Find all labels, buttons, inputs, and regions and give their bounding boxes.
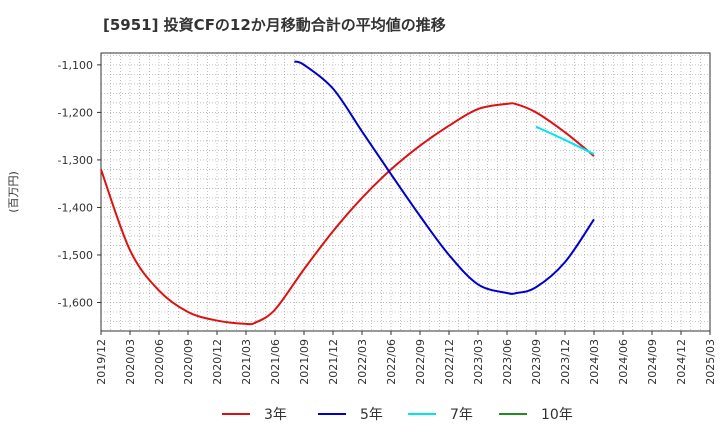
- chart-title: [5951] 投資CFの12か月移動合計の平均値の推移: [103, 16, 446, 34]
- x-tick-label: 2022/03: [356, 339, 369, 385]
- x-tick-label: 2023/03: [472, 339, 485, 385]
- x-tick-label: 2023/06: [501, 339, 514, 385]
- series-line-3: [535, 125, 595, 156]
- x-tick-label: 2021/12: [327, 339, 340, 385]
- x-tick-label: 2024/03: [588, 339, 601, 385]
- x-tick-label: 2020/06: [153, 339, 166, 385]
- y-tick-label: -1,200: [58, 106, 93, 119]
- legend-label-3: 7年: [450, 407, 473, 423]
- x-tick-label: 2020/09: [182, 339, 195, 385]
- x-tick-label: 2021/03: [240, 339, 253, 385]
- y-axis: -1,100 -1,200 -1,300 -1,400 -1,500 -1,600: [58, 59, 101, 309]
- legend-label-2: 5年: [360, 407, 383, 423]
- y-tick-label: -1,300: [58, 154, 93, 167]
- series-line-1: [100, 102, 595, 326]
- x-tick-label: 2021/09: [298, 339, 311, 385]
- x-tick-label: 2023/12: [559, 339, 572, 385]
- x-tick-label: 2021/06: [269, 339, 282, 385]
- x-tick-label: 2022/06: [385, 339, 398, 385]
- series-lines: [100, 60, 595, 326]
- y-tick-label: -1,400: [58, 201, 93, 214]
- x-tick-label: 2020/03: [124, 339, 137, 385]
- x-tick-label: 2022/12: [443, 339, 456, 385]
- series-line-2: [294, 60, 595, 295]
- y-tick-label: -1,100: [58, 59, 93, 72]
- x-tick-label: 2022/09: [414, 339, 427, 385]
- x-tick-label: 2024/12: [675, 339, 688, 385]
- x-tick-label: 2024/09: [646, 339, 659, 385]
- y-tick-label: -1,500: [58, 249, 93, 262]
- x-tick-label: 2024/06: [617, 339, 630, 385]
- legend-label-4: 10年: [541, 407, 573, 423]
- plot-area: [101, 53, 710, 331]
- plot-frame: [100, 52, 711, 332]
- y-axis-label: (百万円): [7, 171, 20, 213]
- x-tick-label: 2025/03: [704, 339, 717, 385]
- x-tick-label: 2020/12: [211, 339, 224, 385]
- legend: 3年 5年 7年 10年: [222, 407, 573, 423]
- x-tick-label: 2019/12: [95, 339, 108, 385]
- x-tick-label: 2023/09: [530, 339, 543, 385]
- x-axis: 2019/12 2020/03 2020/06 2020/09 2020/12 2021/…: [95, 331, 717, 385]
- y-tick-label: -1,600: [58, 296, 93, 309]
- legend-label-1: 3年: [264, 407, 287, 423]
- grid-lines: [101, 53, 710, 331]
